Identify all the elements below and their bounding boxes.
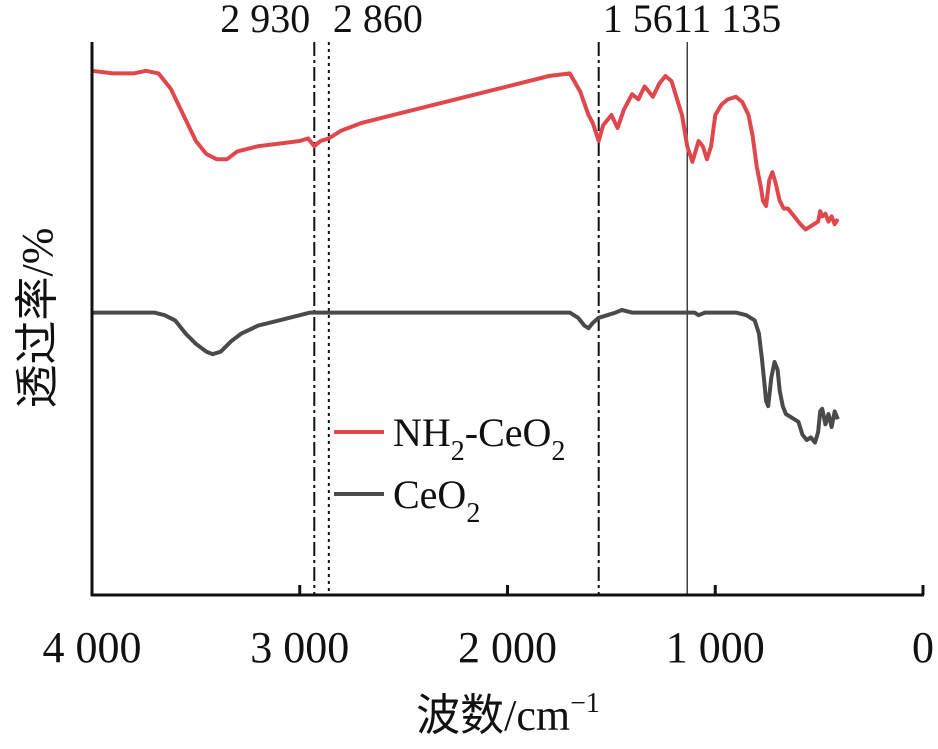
x-tick-label-3000: 3 000 [250, 623, 349, 672]
reference-label-1561: 1 561 [603, 0, 693, 41]
legend-label-ceo2: CeO2 [393, 472, 480, 529]
x-axis-title: 波数/cm−1 [416, 688, 600, 740]
series-line-nh2-ceo2 [91, 68, 840, 232]
reference-label-1135: 1 135 [691, 0, 781, 41]
legend-label-nh2-ceo2: NH2-CeO2 [393, 410, 565, 467]
x-tick-label-2000: 2 000 [458, 623, 557, 672]
series-line-ceo2 [92, 308, 840, 445]
x-tick-label-4000: 4 000 [43, 623, 142, 672]
reference-label-2860: 2 860 [333, 0, 423, 41]
x-tick-label-0: 0 [912, 623, 934, 672]
legend: NH2-CeO2 CeO2 [334, 410, 565, 529]
reference-label-2930: 2 930 [220, 0, 310, 41]
x-tick-label-1000: 1 000 [666, 623, 765, 672]
y-axis-title: 透过率/% [13, 228, 62, 409]
